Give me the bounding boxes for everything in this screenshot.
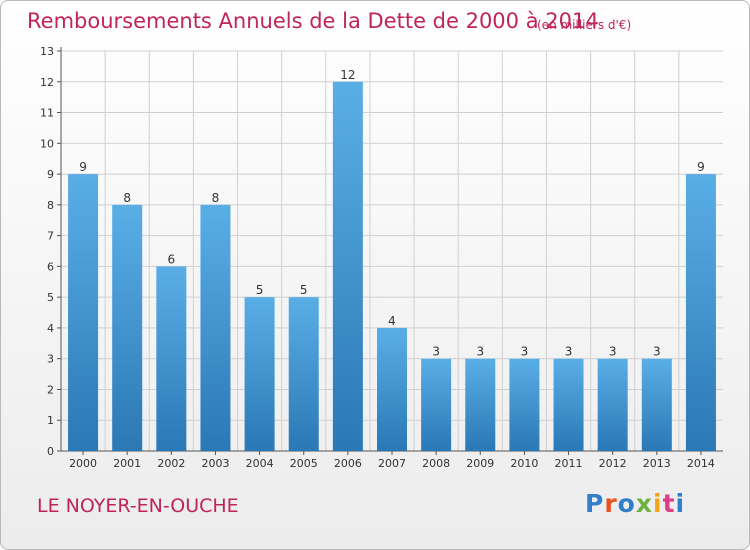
logo-letter: t [662, 489, 676, 518]
bar-value-label: 3 [521, 345, 529, 359]
labels: 0123456789101112139200082001620028200352… [40, 45, 715, 470]
logo-letter: i [653, 489, 663, 518]
bar-value-label: 8 [123, 191, 131, 205]
x-tick-label: 2009 [466, 457, 494, 470]
x-tick-label: 2012 [599, 457, 627, 470]
y-tick-label: 7 [47, 230, 54, 243]
proxiti-logo[interactable]: Proxiti [585, 489, 685, 518]
x-tick-label: 2004 [246, 457, 274, 470]
bar-2006 [332, 81, 363, 452]
x-tick-label: 2002 [157, 457, 185, 470]
bar-value-label: 3 [653, 345, 661, 359]
bar-value-label: 12 [340, 68, 355, 82]
x-tick-label: 2005 [290, 457, 318, 470]
bar-2002 [156, 266, 187, 451]
x-tick-label: 2003 [201, 457, 229, 470]
bar-2010 [509, 358, 540, 451]
y-tick-label: 6 [47, 260, 54, 273]
bar-2011 [553, 358, 584, 451]
bar-2003 [200, 204, 231, 451]
bar-2005 [288, 297, 319, 451]
bar-2014 [685, 174, 716, 452]
x-tick-label: 2007 [378, 457, 406, 470]
y-tick-label: 1 [47, 414, 54, 427]
bar-2012 [597, 358, 628, 451]
x-tick-label: 2014 [687, 457, 715, 470]
commune-name: LE NOYER-EN-OUCHE [37, 495, 239, 517]
bar-value-label: 4 [388, 314, 396, 328]
x-tick-label: 2006 [334, 457, 362, 470]
y-tick-label: 10 [40, 137, 54, 150]
logo-letter: x [635, 489, 653, 518]
y-tick-label: 12 [40, 76, 54, 89]
bar-2008 [421, 358, 452, 451]
bar-value-label: 3 [609, 345, 617, 359]
bar-2007 [377, 327, 407, 451]
y-tick-label: 3 [47, 353, 54, 366]
bar-2000 [68, 174, 99, 452]
bar-2004 [244, 297, 275, 451]
bar-2009 [465, 358, 496, 451]
logo-letter: o [617, 489, 636, 518]
y-tick-label: 13 [40, 45, 54, 58]
bar-value-label: 5 [256, 283, 264, 297]
chart-unit: (en milliers d'€) [537, 18, 632, 32]
logo-letter: P [585, 489, 605, 518]
y-tick-label: 2 [47, 383, 54, 396]
bar-value-label: 8 [212, 191, 220, 205]
bar-2013 [641, 358, 672, 451]
bar-value-label: 3 [476, 345, 484, 359]
bar-value-label: 3 [565, 345, 573, 359]
x-tick-label: 2013 [643, 457, 671, 470]
bar-2001 [112, 204, 143, 451]
x-tick-label: 2001 [113, 457, 141, 470]
y-tick-label: 9 [47, 168, 54, 181]
bar-value-label: 3 [432, 345, 440, 359]
y-tick-label: 0 [47, 445, 54, 458]
logo-letter: i [675, 489, 686, 518]
y-tick-label: 8 [47, 199, 54, 212]
x-tick-label: 2011 [555, 457, 583, 470]
x-tick-label: 2000 [69, 457, 97, 470]
x-tick-label: 2010 [510, 457, 538, 470]
bar-value-label: 9 [79, 160, 87, 174]
bars [68, 81, 716, 452]
logo-letter: r [604, 489, 618, 518]
y-tick-label: 4 [47, 322, 54, 335]
y-tick-label: 11 [40, 107, 54, 120]
x-tick-label: 2008 [422, 457, 450, 470]
chart-title: Remboursements Annuels de la Dette de 20… [27, 9, 599, 33]
bar-value-label: 9 [697, 160, 705, 174]
y-tick-label: 5 [47, 291, 54, 304]
bar-value-label: 5 [300, 283, 308, 297]
bar-value-label: 6 [168, 252, 176, 266]
